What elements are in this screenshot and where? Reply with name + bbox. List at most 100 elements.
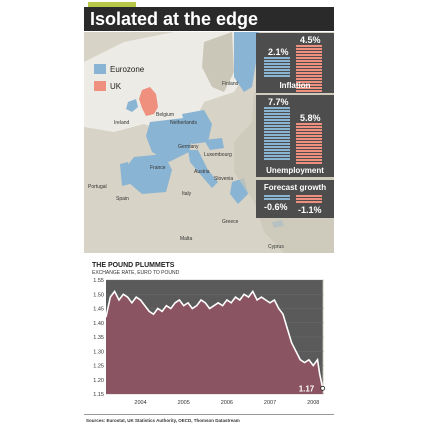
bar-stripe (296, 81, 322, 83)
map-label-malta: Malta (180, 236, 192, 242)
y-tick-label: 1.35 (93, 335, 104, 341)
bar-stripe (296, 75, 322, 77)
bar-stripe (264, 125, 290, 127)
x-tick-label: 2008 (307, 400, 319, 406)
bar-stripe (296, 72, 322, 74)
bar-stripe (264, 116, 290, 118)
bar-stripe (264, 128, 290, 130)
bar-stripe (296, 90, 322, 92)
chart-end-point (320, 385, 326, 391)
bar-stripe (296, 159, 322, 161)
chart-end-annotation: 1.17 (299, 384, 315, 393)
map-label-ireland: Ireland (114, 120, 130, 126)
bar-stripe (264, 107, 290, 109)
bar-stripe (296, 162, 322, 164)
bar-stripe (296, 135, 322, 137)
page-title: Isolated at the edge (84, 7, 334, 31)
chart-subtitle: EXCHANGE RATE, EURO TO POUND (92, 270, 180, 276)
bar-stripe (296, 54, 322, 56)
inflation-uk-value: 4.5% (300, 35, 321, 45)
region-italy (188, 150, 218, 188)
x-tick-label: 2004 (134, 400, 146, 406)
bar-stripe (296, 63, 322, 65)
chart-line (105, 289, 324, 389)
forecast-label: Forecast growth (263, 183, 327, 192)
map-label-finland: Finland (222, 81, 239, 87)
chart-area (106, 291, 323, 394)
bar-stripe (296, 195, 322, 197)
bar-stripe (296, 132, 322, 134)
chart-title: THE POUND PLUMMETS (92, 262, 175, 269)
legend-label-eurozone: Eurozone (110, 65, 145, 74)
region-uk (139, 87, 158, 116)
region-austria (204, 138, 224, 150)
region-portugal (120, 162, 130, 186)
y-tick-label: 1.15 (93, 392, 104, 398)
y-tick-label: 1.50 (93, 292, 104, 298)
bar-stripe (264, 143, 290, 145)
bar-stripe (264, 119, 290, 121)
bar-stripe (296, 84, 322, 86)
legend-label-uk: UK (110, 82, 122, 91)
y-tick-label: 1.55 (93, 278, 104, 284)
unemployment-eurozone-bar (264, 107, 290, 161)
map-label-austria: Austria (194, 169, 210, 175)
bar-stripe (264, 69, 290, 71)
bar-stripe (264, 198, 290, 200)
forecast-eurozone-value: -0.6% (264, 202, 288, 212)
map-label-greece: Greece (222, 219, 239, 225)
x-tick-label: 2005 (178, 400, 190, 406)
bar-stripe (264, 155, 290, 157)
forecast-panel: Forecast growth -0.6% -1.1% (256, 180, 334, 218)
bar-stripe (264, 134, 290, 136)
bar-stripe (296, 51, 322, 53)
bar-stripe (264, 140, 290, 142)
region-ireland (126, 99, 138, 112)
bar-stripe (264, 158, 290, 160)
map-label-belgium: Belgium (156, 112, 174, 118)
bar-stripe (296, 48, 322, 50)
region-scandinavia (202, 32, 234, 92)
bar-stripe (296, 66, 322, 68)
y-tick-label: 1.40 (93, 321, 104, 327)
map-label-netherlands: Netherlands (170, 120, 197, 126)
bottom-rule (84, 414, 334, 415)
bar-stripe (296, 144, 322, 146)
bar-stripe (264, 195, 290, 197)
bar-stripe (296, 57, 322, 59)
bar-stripe (296, 78, 322, 80)
map-label-italy: Italy (182, 191, 192, 197)
bar-stripe (264, 75, 290, 77)
region-finland (234, 32, 259, 92)
bar-stripe (296, 129, 322, 131)
bar-stripe (296, 141, 322, 143)
bar-stripe (296, 123, 322, 125)
bar-stripe (296, 87, 322, 89)
map-label-slovenia: Slovenia (214, 176, 233, 182)
bar-stripe (296, 45, 322, 47)
unemployment-uk-bar (296, 123, 322, 165)
inflation-label: Inflation (279, 81, 311, 90)
bar-stripe (296, 126, 322, 128)
inflation-eurozone-value: 2.1% (268, 47, 289, 57)
region-spain (126, 154, 172, 194)
source-note: Sources: Eurostat, UK Statistics Authori… (86, 418, 240, 423)
bar-stripe (296, 153, 322, 155)
bar-stripe (296, 201, 322, 203)
bar-stripe (264, 110, 290, 112)
bar-stripe (296, 198, 322, 200)
inflation-panel: 2.1% 4.5% Inflation (256, 33, 334, 93)
bar-stripe (264, 149, 290, 151)
legend-swatch-eurozone (94, 64, 106, 74)
bar-stripe (296, 147, 322, 149)
forecast-uk-value: -1.1% (298, 205, 322, 215)
bar-stripe (264, 122, 290, 124)
forecast-eurozone-bar (264, 195, 290, 201)
map-label-portugal: Portugal (88, 184, 107, 190)
pound-chart: 1.17 1.15 1.20 1.25 1.30 1.35 1.40 1.45 1.50 1.5… (93, 278, 326, 406)
map-label-cyprus: Cyprus (268, 244, 284, 250)
unemployment-eurozone-value: 7.7% (268, 97, 289, 107)
bar-stripe (264, 72, 290, 74)
inflation-uk-bar (296, 45, 322, 93)
y-tick-label: 1.20 (93, 378, 104, 384)
